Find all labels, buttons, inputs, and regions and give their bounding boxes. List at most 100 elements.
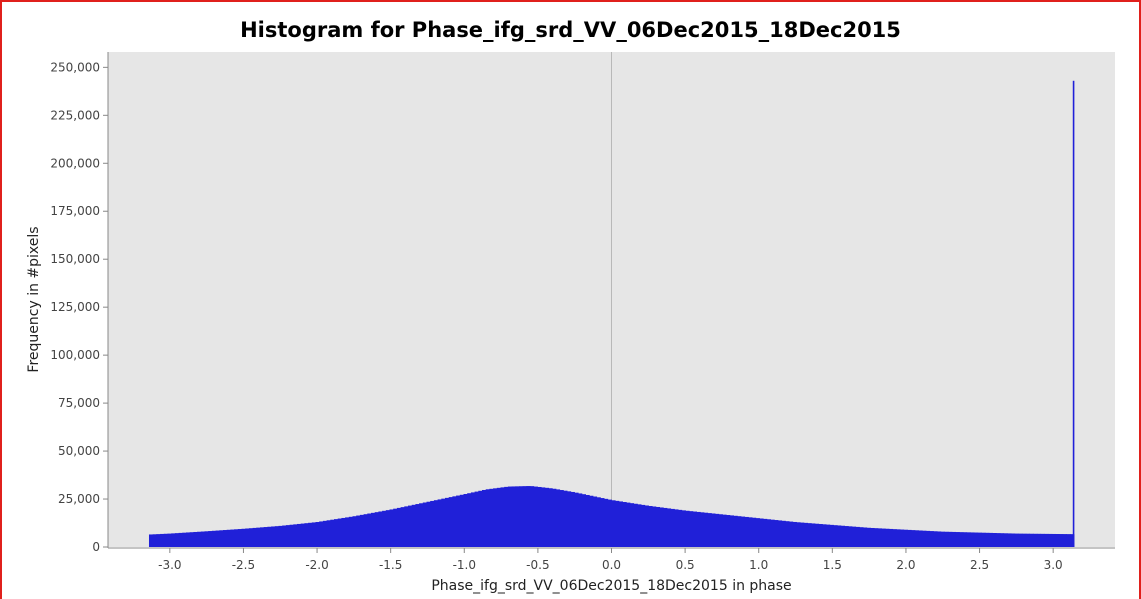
- histogram-bar: [726, 515, 731, 547]
- histogram-bar: [304, 523, 309, 547]
- histogram-bar: [815, 523, 820, 547]
- histogram-bar: [570, 491, 575, 547]
- histogram-bar: [474, 491, 479, 547]
- histogram-bar: [293, 524, 298, 547]
- histogram-bar: [796, 522, 801, 547]
- histogram-bar: [396, 507, 401, 547]
- histogram-bar: [685, 510, 690, 547]
- histogram-bar: [456, 495, 461, 547]
- histogram-bar: [792, 521, 797, 547]
- histogram-bar: [1040, 533, 1045, 547]
- histogram-bar: [581, 494, 586, 547]
- histogram-bar: [533, 486, 538, 547]
- x-tick-label: -3.0: [158, 558, 181, 572]
- histogram-bar: [926, 530, 931, 547]
- histogram-bar: [156, 534, 161, 547]
- histogram-bar: [696, 511, 701, 547]
- histogram-bar: [248, 528, 253, 547]
- histogram-bar: [737, 516, 742, 547]
- histogram-bar: [426, 501, 431, 547]
- x-tick-label: 0.0: [602, 558, 621, 572]
- histogram-bar: [448, 497, 453, 547]
- histogram-bar: [389, 509, 394, 547]
- histogram-bar: [866, 527, 871, 547]
- histogram-bar: [655, 506, 661, 547]
- histogram-bar: [892, 529, 897, 547]
- histogram-bar: [200, 531, 205, 547]
- histogram-bar: [951, 531, 957, 547]
- histogram-bar: [422, 502, 427, 547]
- histogram-bar: [914, 530, 920, 547]
- histogram-bar: [437, 499, 442, 547]
- histogram-bar: [689, 511, 694, 547]
- histogram-bar: [859, 527, 864, 547]
- histogram-bar: [803, 522, 809, 547]
- histogram-bar: [852, 526, 857, 547]
- x-tick-label: -0.5: [526, 558, 549, 572]
- histogram-bar: [574, 492, 579, 547]
- histogram-bar: [500, 487, 505, 547]
- histogram-bar: [637, 504, 642, 547]
- histogram-bar: [881, 528, 886, 547]
- histogram-bar: [459, 494, 464, 547]
- histogram-bar: [1059, 534, 1064, 547]
- histogram-bar: [167, 533, 172, 547]
- histogram-bar: [789, 521, 794, 547]
- histogram-bar: [729, 515, 735, 547]
- histogram-bar: [618, 501, 624, 547]
- histogram-bar: [189, 532, 194, 547]
- histogram-bar: [559, 490, 564, 547]
- histogram-bar: [252, 527, 257, 547]
- histogram-bar: [319, 521, 324, 547]
- histogram-bar: [193, 531, 198, 547]
- histogram-bar: [1000, 533, 1005, 547]
- y-tick-label: 250,000: [50, 60, 100, 74]
- histogram-bar: [870, 527, 875, 547]
- histogram-bar: [663, 507, 668, 547]
- histogram-bar: [659, 507, 664, 547]
- y-tick-label: 175,000: [50, 204, 100, 218]
- histogram-bar: [522, 486, 527, 547]
- histogram-bar: [278, 525, 283, 547]
- histogram-bar: [715, 513, 720, 547]
- histogram-bar: [944, 531, 949, 547]
- histogram-bar: [241, 528, 246, 547]
- histogram-bar: [370, 512, 376, 547]
- histogram-bar: [296, 523, 302, 547]
- histogram-bar: [929, 531, 934, 547]
- histogram-bar: [615, 500, 620, 547]
- histogram-bar: [204, 531, 209, 547]
- histogram-bar: [996, 533, 1001, 547]
- histogram-bar: [807, 523, 812, 547]
- histogram-bar: [604, 498, 609, 547]
- histogram-bar: [326, 520, 331, 547]
- x-tick-label: 1.5: [823, 558, 842, 572]
- histogram-bar: [1037, 533, 1042, 547]
- histogram-bar: [648, 506, 653, 547]
- histogram-bar: [1055, 533, 1060, 547]
- histogram-bar: [741, 516, 746, 547]
- histogram-bar: [1007, 533, 1012, 547]
- histogram-bar: [778, 520, 783, 547]
- histogram-bar: [259, 527, 265, 547]
- histogram-bar: [1062, 534, 1068, 547]
- histogram-bar: [185, 532, 191, 547]
- histogram-bar: [385, 510, 390, 547]
- histogram-bar: [988, 532, 994, 547]
- histogram-bar: [363, 514, 368, 547]
- histogram-bar: [197, 531, 202, 547]
- chart-title: Histogram for Phase_ifg_srd_VV_06Dec2015…: [240, 18, 901, 42]
- histogram-bar: [774, 520, 779, 547]
- histogram-bar: [211, 530, 216, 547]
- histogram-bar: [652, 506, 657, 547]
- histogram-bar: [759, 518, 764, 547]
- histogram-bar: [341, 517, 346, 547]
- histogram-bar: [315, 522, 320, 547]
- histogram-bar: [407, 505, 413, 547]
- histogram-bar: [489, 488, 494, 547]
- histogram-bar: [367, 513, 372, 547]
- histogram-bar: [359, 514, 364, 547]
- histogram-bar: [922, 530, 927, 547]
- y-tick-label: 75,000: [58, 396, 100, 410]
